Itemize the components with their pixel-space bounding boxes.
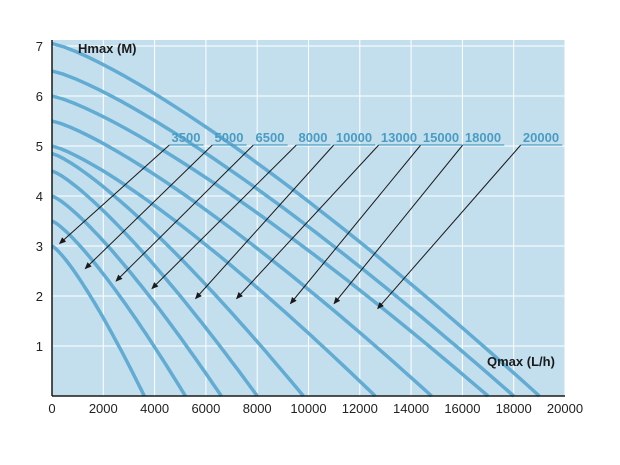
model-label-18000: 18000 — [465, 130, 501, 145]
y-tick-label: 6 — [36, 89, 43, 104]
pointer-arrow-20000 — [377, 144, 522, 310]
y-tick-label: 2 — [36, 289, 43, 304]
y-tick-label: 4 — [36, 189, 43, 204]
tick-labels: 0 2000 4000 6000 8000 10000 12000 14000 16000 180… — [36, 39, 583, 416]
pump-curves — [51, 41, 541, 398]
y-tick-label: 1 — [36, 339, 43, 354]
pump-curve-5000 — [51, 219, 187, 397]
x-axis-title: Qmax (L/h) — [487, 354, 555, 369]
model-label-6500: 6500 — [256, 130, 285, 145]
grid-lines — [52, 40, 566, 396]
label-pointers — [58, 144, 522, 310]
pump-curve-18000 — [51, 94, 490, 398]
pointer-arrow-18000 — [333, 144, 464, 305]
pump-curve-13000 — [51, 144, 377, 398]
x-tick-label: 8000 — [243, 401, 272, 416]
axes — [51, 40, 565, 397]
pump-curve-15000 — [51, 119, 433, 398]
y-axis-title: Hmax (M) — [78, 41, 137, 56]
pump-curve-3500 — [51, 244, 146, 397]
x-tick-label: 2000 — [89, 401, 118, 416]
model-label-8000: 8000 — [299, 130, 328, 145]
pump-curve-top — [51, 41, 541, 398]
model-label-5000: 5000 — [215, 130, 244, 145]
pointer-arrow-13000 — [236, 144, 380, 300]
x-tick-label: 4000 — [140, 401, 169, 416]
pump-curve-10000 — [51, 151, 305, 398]
x-tick-label: 18000 — [496, 401, 532, 416]
pump-curve-8000 — [51, 169, 259, 398]
x-tick-label: 0 — [48, 401, 55, 416]
model-label-13000: 13000 — [381, 130, 417, 145]
y-tick-label: 5 — [36, 139, 43, 154]
model-label-15000: 15000 — [423, 130, 459, 145]
y-tick-label: 3 — [36, 239, 43, 254]
model-label-20000: 20000 — [523, 130, 559, 145]
pointer-arrow-3500 — [58, 144, 170, 245]
x-tick-label: 20000 — [547, 401, 583, 416]
pump-curve-20000 — [51, 69, 515, 398]
x-tick-label: 12000 — [342, 401, 378, 416]
model-labels: 3500 5000 6500 8000 10000 13000 15000 18000 2000… — [169, 130, 563, 146]
pointer-arrow-15000 — [289, 144, 422, 305]
model-label-10000: 10000 — [336, 130, 372, 145]
model-label-3500: 3500 — [172, 130, 201, 145]
pointer-arrow-5000 — [84, 144, 213, 270]
x-tick-label: 6000 — [191, 401, 220, 416]
x-tick-label: 14000 — [393, 401, 429, 416]
pointer-arrow-10000 — [194, 144, 335, 300]
x-tick-label: 10000 — [290, 401, 326, 416]
y-tick-label: 7 — [36, 39, 43, 54]
pump-curve-6500 — [51, 194, 223, 397]
x-tick-label: 16000 — [444, 401, 480, 416]
pointer-arrow-6500 — [115, 144, 254, 282]
pointer-arrow-8000 — [151, 144, 297, 290]
